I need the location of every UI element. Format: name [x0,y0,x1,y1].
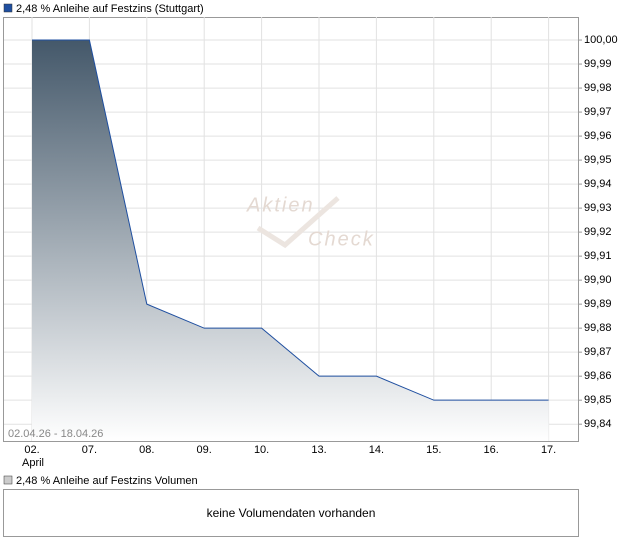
y-tick-label: 99,91 [584,250,612,262]
watermark-check [256,196,340,249]
watermark: Check [308,228,375,250]
x-tick-label: 09. [197,444,212,456]
legend-swatch [3,475,13,485]
volume-title: 2,48 % Anleihe auf Festzins Volumen [16,475,198,487]
x-tick-label: 17. [541,444,556,456]
y-tick-label: 99,87 [584,346,612,358]
chart-title: 2,48 % Anleihe auf Festzins (Stuttgart) [16,3,204,15]
y-tick-label: 99,92 [584,226,612,238]
y-tick-label: 99,94 [584,178,612,190]
area [32,40,549,441]
y-tick-label: 99,93 [584,202,612,214]
x-tick-label: 16. [484,444,499,456]
y-tick-label: 99,89 [584,298,612,310]
x-tick-label: 02. [24,444,39,456]
x-tick-label: 10. [254,444,269,456]
y-tick-label: 99,88 [584,322,612,334]
y-tick-label: 99,97 [584,106,612,118]
x-month-label: April [22,457,44,469]
y-tick-label: 100,00 [584,34,618,46]
x-tick-label: 14. [369,444,384,456]
volume-message: keine Volumendaten vorhanden [207,506,376,520]
y-tick-label: 99,84 [584,418,612,430]
x-tick-label: 07. [82,444,97,456]
volume-panel [3,489,579,537]
y-tick-label: 99,85 [584,394,612,406]
y-tick-label: 99,99 [584,58,612,70]
line [32,39,549,401]
y-tick-label: 99,98 [584,82,612,94]
y-tick-label: 99,86 [584,370,612,382]
date-range: 02.04.26 - 18.04.26 [8,428,103,440]
x-tick-label: 15. [426,444,441,456]
y-tick-label: 99,96 [584,130,612,142]
legend-swatch [3,3,13,13]
y-tick-label: 99,90 [584,274,612,286]
watermark: Aktien [246,194,315,216]
x-tick-label: 08. [139,444,154,456]
y-tick-label: 99,95 [584,154,612,166]
x-tick-label: 13. [311,444,326,456]
